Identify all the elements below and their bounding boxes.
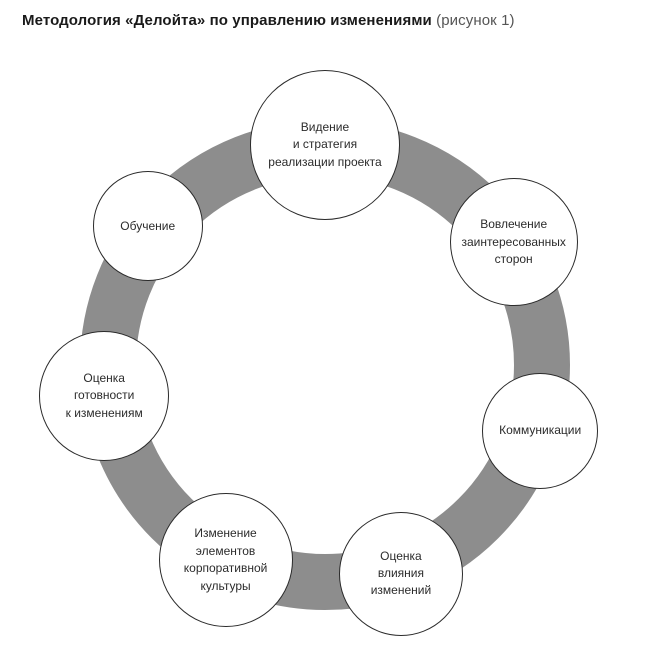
ring-diagram: Видение и стратегия реализации проекта Во… <box>0 60 650 650</box>
node-label: Коммуникации <box>499 422 581 439</box>
node-label: Изменение элементов корпоративной культу… <box>184 525 268 595</box>
node-5: Оценка готовности к изменениям <box>39 331 169 461</box>
title-bold: Методология «Делойта» по управлению изме… <box>22 12 432 29</box>
node-label: Оценка влияния изменений <box>371 548 431 600</box>
node-1: Вовлечение заинтересованных сторон <box>450 178 578 306</box>
page-title-container: Методология «Делойта» по управлению изме… <box>22 12 630 29</box>
node-6: Обучение <box>93 171 203 281</box>
node-0: Видение и стратегия реализации проекта <box>250 70 400 220</box>
node-label: Оценка готовности к изменениям <box>66 370 143 422</box>
node-4: Изменение элементов корпоративной культу… <box>159 493 293 627</box>
node-label: Видение и стратегия реализации проекта <box>268 119 381 171</box>
node-label: Вовлечение заинтересованных сторон <box>461 216 566 268</box>
node-3: Оценка влияния изменений <box>339 512 463 636</box>
node-2: Коммуникации <box>482 373 598 489</box>
node-label: Обучение <box>120 218 175 235</box>
title-light: (рисунок 1) <box>432 12 515 29</box>
page-title: Методология «Делойта» по управлению изме… <box>22 12 630 29</box>
